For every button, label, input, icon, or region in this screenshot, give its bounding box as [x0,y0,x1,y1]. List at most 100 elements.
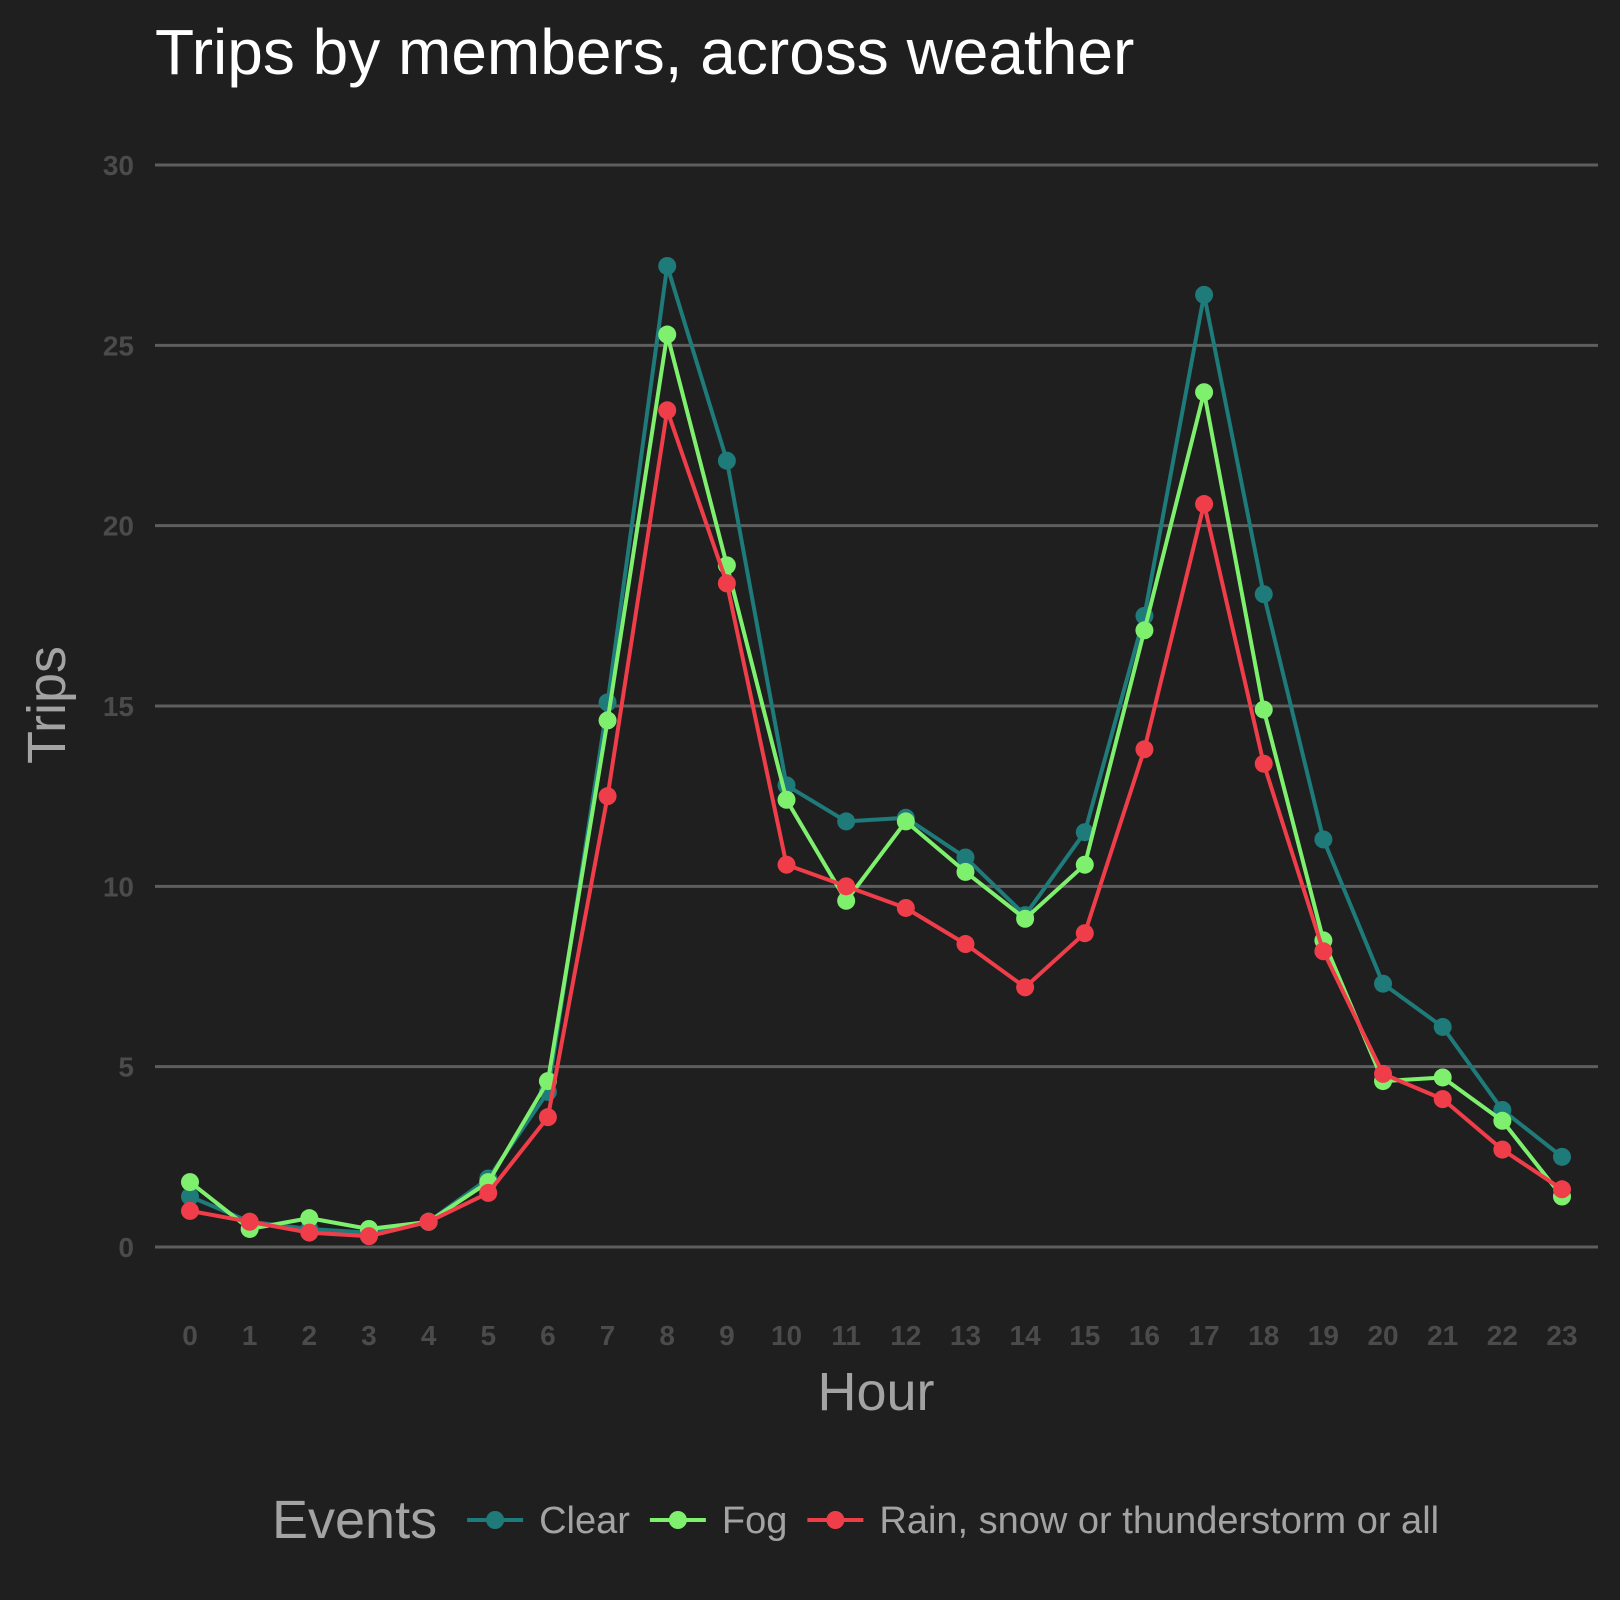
x-tick-label-8: 8 [659,1320,675,1351]
data-point-2-17 [1195,495,1214,514]
x-tick-label-0: 0 [182,1320,198,1351]
x-tick-label-22: 22 [1487,1320,1518,1351]
x-tick-label-5: 5 [480,1320,496,1351]
data-point-2-3 [359,1227,378,1246]
legend-label-2: Rain, snow or thunderstorm or all [879,1500,1439,1542]
x-tick-label-13: 13 [950,1320,981,1351]
legend-item-0: Clear [467,1500,630,1542]
data-point-2-13 [956,935,975,954]
series-2 [181,401,1571,1246]
y-tick-label-30: 30 [103,150,134,181]
data-point-1-14 [1016,909,1035,928]
x-tick-label-6: 6 [540,1320,556,1351]
series-line-2 [189,408,1564,1239]
y-tick-label-25: 25 [103,330,134,361]
data-point-0-19 [1314,830,1333,849]
data-point-2-20 [1374,1064,1393,1083]
series-1 [181,325,1571,1238]
data-point-2-23 [1553,1180,1571,1199]
y-tick-labels: 0 5 10 15 20 25 30 [103,150,134,1263]
data-point-2-14 [1016,978,1035,997]
legend-item-2: Rain, snow or thunderstorm or all [807,1500,1439,1542]
series-0 [181,256,1571,1242]
x-tick-label-3: 3 [361,1320,377,1351]
data-point-2-18 [1254,754,1273,773]
data-point-0-20 [1374,974,1393,993]
legend-item-1: Fog [649,1500,787,1542]
x-tick-label-20: 20 [1367,1320,1398,1351]
data-point-0-23 [1553,1147,1571,1166]
data-point-2-4 [419,1212,438,1231]
x-tick-label-14: 14 [1010,1320,1042,1351]
data-point-0-9 [717,451,736,470]
x-tick-label-12: 12 [890,1320,921,1351]
legend-key-point-0 [486,1511,505,1529]
y-tick-label-10: 10 [103,871,134,902]
y-tick-label-0: 0 [118,1232,134,1263]
legend-items: Clear Fog Rain, snow or thunderstorm or al… [467,1500,1439,1542]
data-point-0-15 [1075,823,1094,842]
data-point-2-21 [1433,1090,1452,1109]
legend-key-point-2 [826,1511,845,1529]
series-line-1 [188,332,1564,1231]
x-tick-label-17: 17 [1189,1320,1220,1351]
data-point-2-22 [1493,1140,1512,1159]
data-point-0-17 [1195,285,1214,304]
x-tick-labels: 0 1 2 3 4 5 6 7 8 9 10 11 12 13 14 15 16 17 18 19 20 21 22 23 [182,1320,1577,1351]
data-point-0-0 [181,1187,199,1206]
x-tick-label-16: 16 [1129,1320,1160,1351]
data-point-2-6 [538,1108,557,1127]
series-line-0 [189,264,1564,1235]
data-point-1-22 [1493,1111,1512,1130]
data-point-1-17 [1195,383,1214,402]
data-point-1-7 [598,711,617,730]
data-point-2-16 [1135,740,1154,759]
data-point-2-5 [479,1183,498,1202]
data-point-0-21 [1433,1017,1452,1036]
series-lines [181,256,1571,1246]
x-tick-label-1: 1 [242,1320,258,1351]
y-tick-label-20: 20 [103,511,134,542]
x-tick-label-7: 7 [600,1320,616,1351]
x-tick-label-23: 23 [1546,1320,1577,1351]
x-tick-label-18: 18 [1248,1320,1279,1351]
x-tick-label-10: 10 [771,1320,802,1351]
data-point-0-18 [1254,585,1273,604]
data-point-0-13 [956,848,975,867]
data-point-2-11 [837,877,856,896]
data-point-1-8 [658,325,677,344]
data-point-1-2 [300,1209,319,1228]
data-point-2-9 [717,574,736,593]
data-point-1-12 [896,812,915,831]
x-tick-label-19: 19 [1308,1320,1339,1351]
data-point-1-16 [1135,621,1154,640]
x-tick-label-11: 11 [831,1320,861,1351]
data-point-1-18 [1254,700,1273,719]
legend-title: Events [272,1490,437,1550]
legend-label-0: Clear [539,1500,630,1542]
data-point-2-2 [300,1223,319,1242]
data-point-1-15 [1075,855,1094,874]
x-tick-label-9: 9 [719,1320,735,1351]
x-tick-label-15: 15 [1069,1320,1100,1351]
data-point-2-1 [240,1212,259,1231]
data-point-2-0 [181,1201,199,1220]
data-point-2-7 [598,787,617,806]
data-point-2-19 [1314,942,1333,961]
data-point-1-10 [777,790,796,809]
data-point-1-21 [1433,1068,1452,1087]
data-point-1-0 [181,1173,199,1192]
grid-lines [155,163,1598,1249]
y-tick-label-15: 15 [103,691,134,722]
x-tick-label-21: 21 [1427,1320,1458,1351]
data-point-0-8 [658,256,677,275]
data-point-2-10 [777,855,796,874]
legend-label-1: Fog [722,1500,787,1542]
data-point-1-13 [956,862,975,881]
x-axis-title: Hour [817,1362,934,1422]
legend-key-point-1 [668,1511,687,1529]
x-tick-label-2: 2 [302,1320,318,1351]
y-axis-title: Trips [17,646,77,764]
legend: Events Clear Fog Rain, snow or thunderstor… [272,1490,1439,1550]
